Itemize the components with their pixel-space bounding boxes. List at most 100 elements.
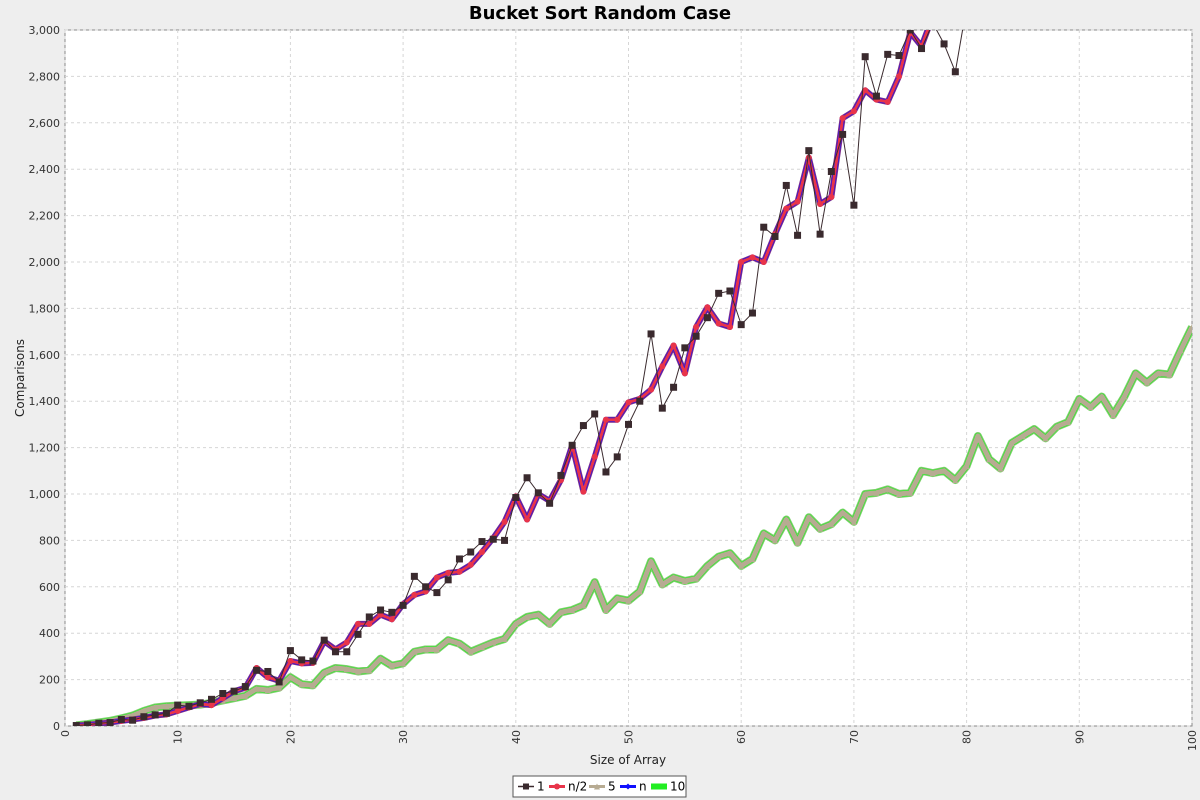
data-point [636,397,644,405]
data-point [512,620,519,627]
data-point [839,115,846,122]
data-point [185,702,193,710]
data-point [433,574,440,581]
data-point [659,581,666,588]
data-point [895,52,903,60]
data-point [929,470,936,477]
y-tick-label: 0 [53,720,60,733]
data-point [963,3,970,10]
data-point [794,198,801,205]
data-point [602,468,610,476]
data-point [253,685,260,692]
data-point [219,690,227,698]
data-point [152,704,159,711]
data-point [343,648,351,656]
data-point [929,20,936,27]
data-point [647,330,655,338]
data-point [253,666,261,674]
data-point [501,536,509,544]
data-point [906,30,914,34]
data-point [986,456,993,463]
data-point [783,516,790,523]
data-point [151,711,159,719]
data-point [940,40,948,48]
data-point [478,549,485,555]
legend-swatch-marker [554,783,560,790]
data-point [580,488,587,495]
data-point [557,609,564,616]
data-point [715,320,722,327]
data-point [1143,379,1150,386]
data-point [997,465,1004,472]
x-tick-label: 80 [961,730,974,744]
data-point [388,662,395,669]
y-tick-label: 3,000 [29,24,61,37]
data-point [715,289,723,297]
data-point [1042,435,1049,442]
data-point [614,595,621,602]
data-point [309,657,317,665]
data-point [884,98,891,105]
data-point [377,655,384,662]
data-point [1019,433,1026,439]
data-point [805,147,813,155]
y-tick-label: 2,600 [29,117,61,130]
data-point [738,259,745,265]
data-point [467,548,475,556]
data-point [557,471,565,479]
data-point [208,702,215,709]
data-point [941,467,948,474]
data-point [388,608,396,616]
data-point [704,304,711,311]
x-tick-label: 70 [848,730,861,744]
legend-label: 5 [608,780,616,794]
data-point [523,474,531,482]
data-point [411,648,418,655]
y-axis-ticks: 0 200 400 600 800 1,000 1,200 1,400 1,600 1,800 2,… [29,24,61,733]
legend-item-10: 10 [651,780,685,794]
data-point [343,639,350,646]
data-point [129,716,137,724]
data-point [726,550,733,557]
legend-label: 10 [670,780,685,794]
y-tick-label: 800 [39,534,60,547]
data-point [782,181,790,189]
data-point [264,687,271,694]
data-point [862,491,869,497]
x-axis-ticks: 0 10 20 30 40 50 60 70 80 90 100 [59,730,1199,751]
data-point [534,489,542,497]
x-tick-label: 0 [59,730,72,737]
data-point [1189,323,1192,330]
data-point [117,716,125,724]
data-point [681,578,688,584]
grid [64,29,1193,727]
data-point [614,416,621,423]
data-point [580,602,587,609]
data-point [95,719,103,726]
data-point [355,620,362,627]
data-point [568,441,576,449]
data-point [771,232,779,240]
data-point [862,87,869,94]
data-point [569,607,576,613]
data-point [535,611,542,618]
data-point [737,321,745,329]
data-point [1132,370,1139,377]
x-tick-label: 30 [397,730,410,744]
data-point [670,574,677,581]
data-point [760,530,767,537]
data-point [1008,439,1015,446]
legend-item-1: 1 [518,780,545,794]
data-point [388,616,395,623]
data-point [242,692,249,699]
data-point [895,491,902,497]
data-point [839,130,847,138]
data-point [693,575,700,582]
data-point [298,681,305,688]
data-point [591,410,599,418]
legend: 1 n/2 5 n 10 [512,775,687,798]
data-point [72,722,80,726]
data-point [422,583,430,591]
data-point [625,420,632,428]
data-point [287,658,294,665]
